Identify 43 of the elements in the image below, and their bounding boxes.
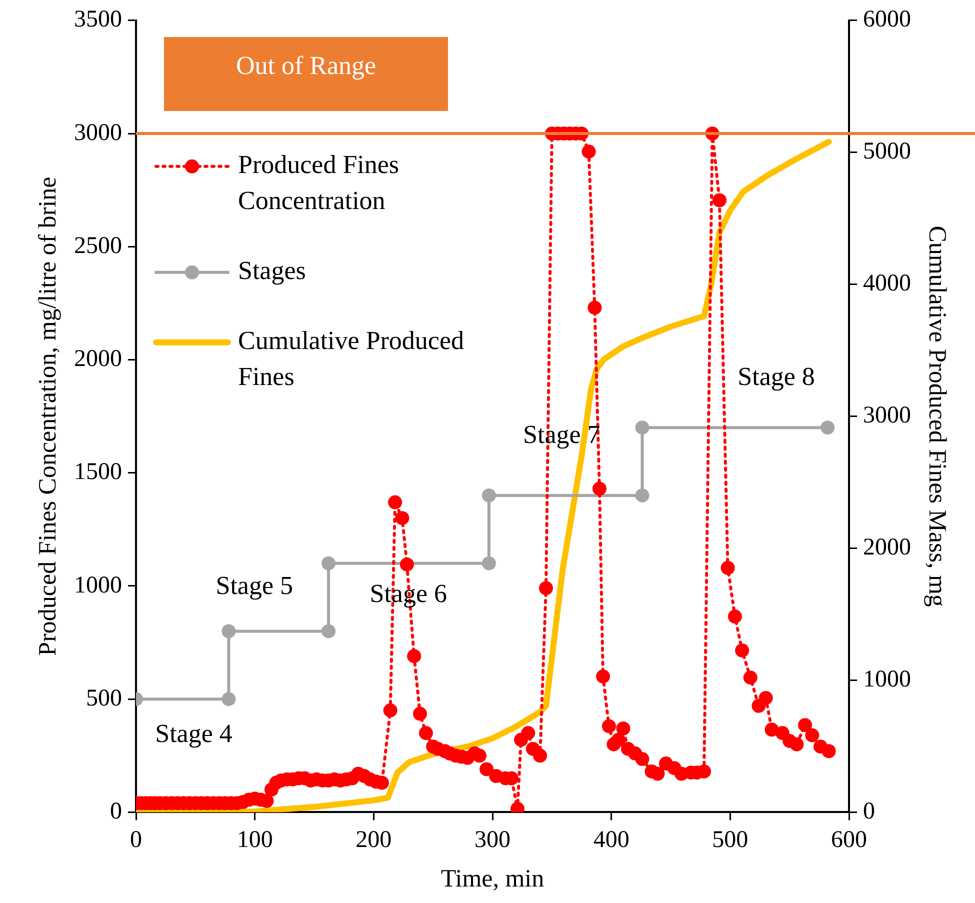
y2-tick-label: 6000 (863, 6, 911, 33)
point (635, 420, 650, 435)
x-tick-label: 300 (474, 826, 510, 853)
x-tick-label: 400 (593, 826, 630, 853)
annotation: Stage 5 (216, 571, 293, 600)
y-tick-label: 2500 (74, 232, 122, 259)
point (222, 692, 236, 706)
y2-tick-label: 1000 (863, 666, 911, 693)
y-tick-label: 3000 (74, 120, 122, 146)
x-tick-label: 0 (130, 826, 142, 853)
y-tick-label: 2000 (74, 346, 122, 372)
legend-label: Produced Fines Concentration (238, 150, 400, 216)
annotation: Stage 8 (738, 362, 815, 392)
annotation: Stage 4 (155, 719, 232, 748)
y-tick-label: 1000 (74, 572, 122, 598)
x-tick-label: 500 (712, 826, 748, 853)
legend-label: Cumulative Produced Fines (238, 326, 464, 392)
y2-axis-title: Cumulative Produced Fines Mass, mg (923, 226, 950, 608)
y2-tick-label: 0 (863, 798, 875, 824)
y-tick-label: 3500 (74, 6, 122, 33)
y2-tick-label: 3000 (863, 402, 911, 429)
point (222, 624, 236, 638)
ref-line-label: Out of Range (236, 51, 376, 80)
point (482, 488, 496, 502)
x-tick-label: 600 (831, 826, 867, 853)
x-tick-label: 200 (356, 826, 392, 853)
x-axis-title: Time, min (440, 866, 545, 893)
point (482, 556, 496, 570)
y2-tick-label: 4000 (863, 270, 911, 297)
point (322, 624, 336, 638)
legend-label: Stages (238, 256, 306, 286)
y2-tick-label: 5000 (863, 138, 911, 165)
y-tick-label: 500 (86, 685, 122, 712)
y-tick-label: 0 (110, 798, 122, 824)
y-axis-title: Produced Fines Concentration, mg/litre of brine (34, 176, 62, 656)
point (635, 488, 650, 502)
y-tick-label: 1500 (74, 459, 122, 486)
point (820, 420, 835, 435)
y2-tick-label: 2000 (863, 534, 911, 561)
x-tick-label: 100 (236, 826, 273, 853)
point (322, 556, 336, 570)
annotation: Stage 7 (523, 420, 600, 449)
banner: Out of Range (164, 37, 448, 112)
